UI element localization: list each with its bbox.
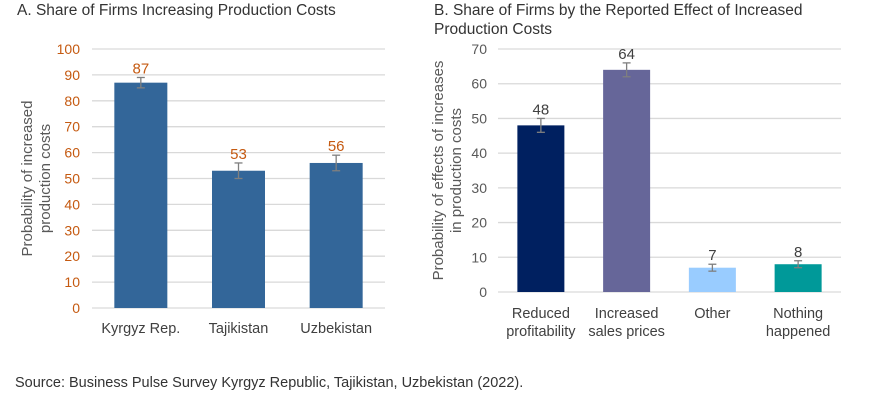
y-tick-label: 100 bbox=[57, 41, 81, 57]
y-tick-label: 70 bbox=[471, 41, 487, 57]
y-axis-title-line: production costs bbox=[37, 124, 54, 233]
x-category-label: profitability bbox=[506, 324, 576, 340]
y-tick-label: 40 bbox=[64, 196, 80, 212]
y-tick-label: 40 bbox=[471, 145, 487, 161]
y-tick-label: 0 bbox=[479, 284, 487, 300]
y-axis-title: Probability of increased production costs bbox=[19, 101, 54, 257]
y-tick-label: 60 bbox=[471, 76, 487, 92]
y-tick-label: 60 bbox=[64, 145, 80, 161]
y-axis-title: Probability of effects of increases in pr… bbox=[430, 61, 465, 281]
y-tick-label: 90 bbox=[64, 67, 80, 83]
data-label: 53 bbox=[230, 146, 247, 163]
chart-a-title: A. Share of Firms Increasing Production … bbox=[17, 2, 336, 19]
source-note: Source: Business Pulse Survey Kyrgyz Rep… bbox=[15, 375, 524, 391]
y-axis-title-line: Probability of increased bbox=[19, 101, 36, 257]
chart-b-title: B. Share of Firms by the Reported Effect… bbox=[434, 2, 803, 38]
data-label: 8 bbox=[794, 244, 802, 261]
bar bbox=[309, 162, 363, 308]
y-tick-label: 20 bbox=[471, 215, 487, 231]
x-category-label: Nothing bbox=[773, 306, 823, 322]
y-tick-label: 70 bbox=[64, 119, 80, 135]
y-tick-label: 30 bbox=[471, 180, 487, 196]
y-tick-label: 50 bbox=[64, 171, 80, 187]
x-category-label: Increased bbox=[595, 306, 659, 322]
data-label: 87 bbox=[132, 60, 149, 77]
data-label: 64 bbox=[618, 46, 635, 63]
y-tick-label: 80 bbox=[64, 93, 80, 109]
bar bbox=[603, 69, 651, 292]
data-label: 48 bbox=[533, 101, 550, 118]
bar bbox=[114, 82, 168, 308]
x-category-label: Kyrgyz Rep. bbox=[101, 321, 180, 337]
y-tick-label: 20 bbox=[64, 248, 80, 264]
bar bbox=[774, 264, 822, 292]
x-category-label: happened bbox=[766, 324, 831, 340]
x-category-label: Reduced bbox=[512, 306, 570, 322]
x-category-label: sales prices bbox=[588, 324, 665, 340]
x-category-label: Tajikistan bbox=[209, 321, 269, 337]
y-axis-title-line: in production costs bbox=[448, 108, 465, 233]
y-tick-label: 30 bbox=[64, 222, 80, 238]
bar bbox=[212, 170, 265, 308]
y-tick-label: 10 bbox=[64, 274, 80, 290]
x-category-label: Uzbekistan bbox=[300, 321, 372, 337]
bar bbox=[517, 125, 565, 292]
y-tick-label: 0 bbox=[72, 300, 80, 316]
y-axis-title-line: Probability of effects of increases bbox=[430, 61, 447, 281]
data-label: 7 bbox=[708, 247, 716, 264]
x-category-label: Other bbox=[694, 306, 730, 322]
data-label: 56 bbox=[328, 138, 345, 155]
y-tick-label: 50 bbox=[471, 110, 487, 126]
y-tick-label: 10 bbox=[471, 249, 487, 265]
